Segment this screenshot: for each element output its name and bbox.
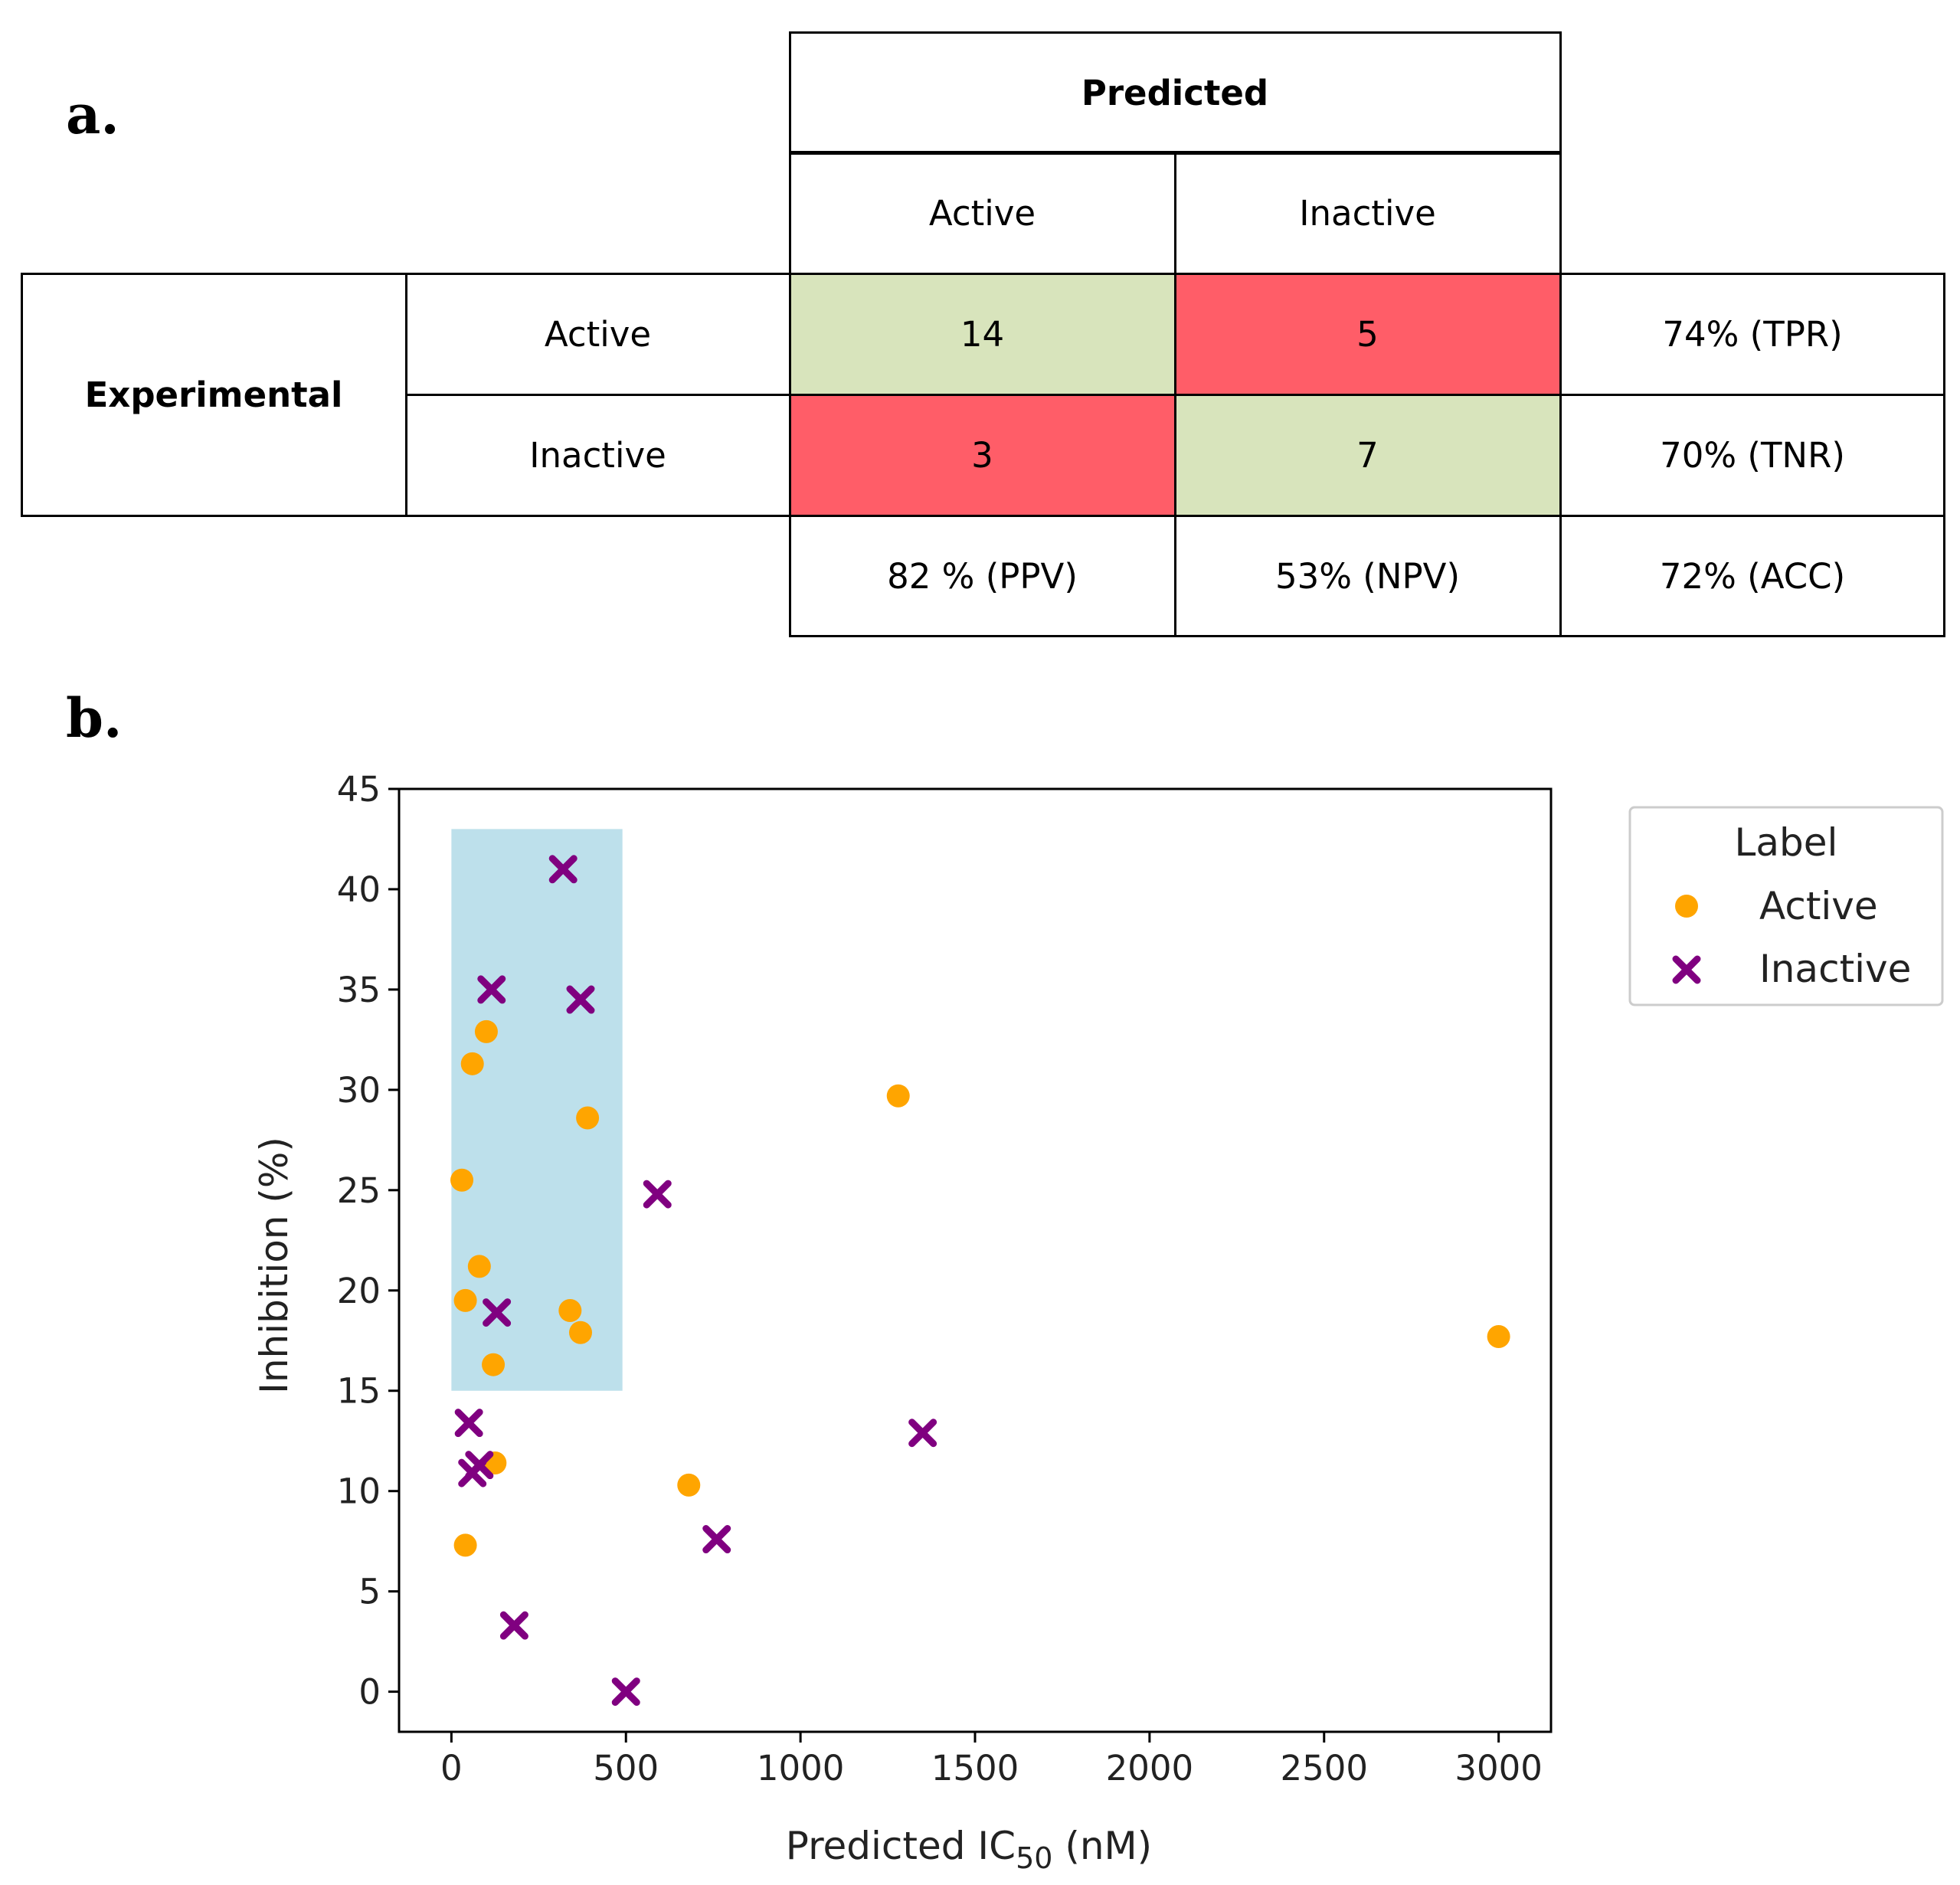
tnr-value: 70% (TNR) (1660, 434, 1845, 476)
col-header-inactive: Inactive (1299, 193, 1436, 234)
table-line (1943, 273, 1945, 637)
x-tick-label: 1000 (757, 1748, 845, 1788)
x-tick-label: 3000 (1454, 1748, 1543, 1788)
y-axis-title: Inhibition (%) (252, 1137, 296, 1394)
cell-false-negative: 5 (1175, 273, 1560, 394)
x-tick-label: 500 (593, 1748, 659, 1788)
acc-value: 72% (ACC) (1659, 555, 1846, 597)
legend: Label Active Inactive (1628, 806, 1944, 1006)
point-active (886, 1084, 910, 1108)
point-inactive (566, 985, 595, 1014)
ppv-value: 82 % (PPV) (887, 555, 1078, 597)
point-inactive (908, 1419, 937, 1448)
point-inactive (643, 1180, 672, 1209)
y-tick-label: 10 (337, 1471, 381, 1512)
table-line (21, 273, 23, 517)
legend-label-active: Active (1759, 884, 1878, 928)
row-header-active: Active (544, 313, 652, 355)
table-line (405, 273, 407, 517)
highlight-region (451, 829, 623, 1391)
axes: 0 500 1000 1500 2000 2500 3000 0 5 10 15 20 25 30 35 40… (337, 769, 1553, 1788)
point-active (576, 1106, 600, 1130)
y-tick-label: 25 (337, 1170, 381, 1211)
point-inactive (702, 1525, 731, 1554)
point-active (474, 1019, 498, 1043)
point-active (558, 1298, 582, 1322)
x-tick-label: 1500 (931, 1748, 1019, 1788)
plot-region (451, 829, 623, 1391)
cell-true-positive: 14 (790, 273, 1175, 394)
point-active (1487, 1325, 1510, 1349)
table-line (789, 31, 1561, 34)
panel-a-label: a. (66, 83, 119, 146)
y-tick-label: 35 (337, 970, 381, 1010)
legend-box (1628, 806, 1944, 1006)
x-tick-label: 0 (440, 1748, 463, 1788)
point-inactive (483, 1298, 512, 1327)
point-active (450, 1168, 474, 1192)
y-tick-label: 0 (358, 1672, 381, 1713)
npv-value: 53% (NPV) (1274, 555, 1461, 597)
predicted-header: Predicted (1081, 72, 1269, 113)
legend-marker-inactive (1672, 955, 1701, 984)
table-line (789, 31, 791, 637)
y-tick-label: 30 (337, 1070, 381, 1111)
point-inactive (548, 855, 578, 884)
x-tick-label: 2500 (1280, 1748, 1368, 1788)
table-line (1559, 31, 1562, 637)
cell-false-positive: 3 (790, 394, 1175, 515)
col-header-active: Active (928, 193, 1036, 234)
table-line (1174, 151, 1176, 637)
point-active (453, 1288, 477, 1312)
point-inactive (454, 1409, 483, 1438)
table-line (789, 635, 1945, 637)
legend-label-inactive: Inactive (1759, 947, 1911, 991)
point-active (568, 1320, 592, 1344)
table-line (21, 273, 1945, 275)
y-tick-label: 5 (358, 1572, 381, 1612)
y-tick-label: 15 (337, 1371, 381, 1412)
point-inactive (477, 975, 506, 1004)
point-active (677, 1473, 701, 1497)
y-tick-label: 45 (337, 769, 381, 810)
point-active (482, 1353, 506, 1376)
y-tick-label: 40 (337, 869, 381, 910)
tpr-value: 74% (TPR) (1662, 313, 1843, 355)
table-line (21, 515, 1945, 517)
cell-true-negative: 7 (1175, 394, 1560, 515)
point-active (467, 1255, 491, 1278)
point-inactive (611, 1677, 640, 1707)
legend-marker-active (1675, 895, 1698, 918)
x-axis-title: Predicted IC50 (nM) (786, 1824, 1152, 1875)
point-inactive (499, 1611, 528, 1640)
point-active (460, 1052, 484, 1075)
data-points (450, 855, 1510, 1707)
x-tick-label: 2000 (1106, 1748, 1194, 1788)
experimental-header: Experimental (84, 374, 343, 415)
point-inactive (465, 1451, 494, 1480)
legend-title: Label (1735, 820, 1838, 865)
row-header-inactive: Inactive (529, 434, 666, 476)
panel-b-label: b. (66, 686, 123, 750)
point-active (453, 1533, 477, 1557)
y-tick-label: 20 (337, 1271, 381, 1311)
